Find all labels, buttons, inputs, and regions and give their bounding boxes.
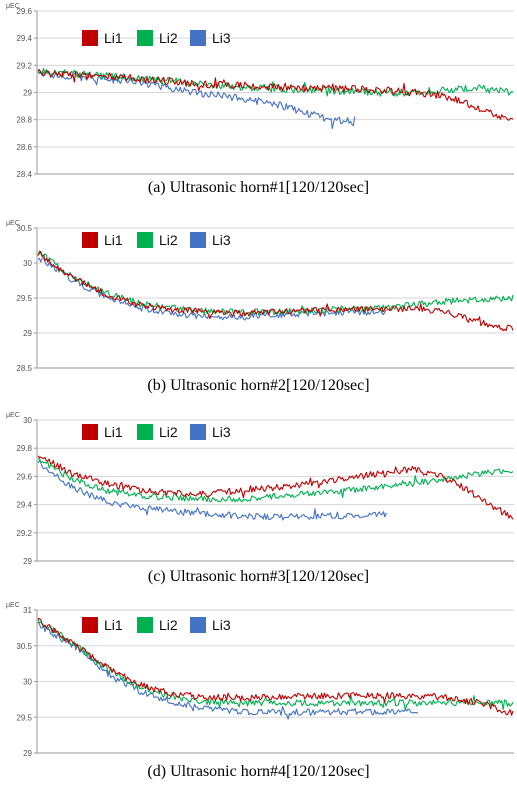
legend-swatch-d-li1 — [82, 617, 98, 633]
unit-label-d: μEC — [6, 602, 20, 609]
ytick-label-a-5: 29.4 — [16, 34, 32, 43]
legend-swatch-d-li3 — [190, 617, 206, 633]
series-line-c-li3 — [37, 459, 387, 521]
legend-label-c-li2: Li2 — [159, 424, 178, 440]
legend-label-c-li3: Li3 — [212, 424, 231, 440]
legend-label-c-li1: Li1 — [104, 424, 123, 440]
ytick-label-d-4: 31 — [23, 606, 32, 615]
ytick-label-d-3: 30.5 — [16, 642, 32, 651]
chart-caption-c: (c) Ultrasonic horn#3[120/120sec] — [147, 568, 370, 585]
chart-c: μEC 29 29.2 29.4 29.6 29.8 30 Li1 Li2 Li3 — [6, 412, 514, 566]
ytick-label-c-3: 29.6 — [16, 472, 32, 481]
ytick-label-a-2: 28.8 — [16, 116, 32, 125]
chart-caption-d: (d) Ultrasonic horn#4[120/120sec] — [147, 763, 370, 780]
ytick-label-c-4: 29.8 — [16, 444, 32, 453]
chart-panel-b: μEC 28.5 29 29.5 30 30.5 Li1 Li2 Li3 (b) Ultraso… — [0, 200, 517, 397]
series-line-c-li2 — [37, 457, 514, 503]
legend-swatch-a-li3 — [190, 30, 206, 46]
ytick-label-b-0: 28.5 — [16, 364, 32, 373]
legend-label-b-li1: Li1 — [104, 232, 123, 248]
legend-label-d-li2: Li2 — [159, 617, 178, 633]
ytick-label-b-4: 30.5 — [16, 224, 32, 233]
chart-panel-d: μEC 29 29.5 30 30.5 31 Li1 Li2 Li3 (d) Ultrasoni… — [0, 591, 517, 787]
ytick-label-a-6: 29.6 — [16, 7, 32, 16]
legend-swatch-b-li3 — [190, 232, 206, 248]
ytick-label-d-1: 29.5 — [16, 713, 32, 722]
chart-a: μEC 28.4 28.6 28.8 29 29.2 29.4 29.6 Li1 Li2 Li3 — [6, 3, 514, 179]
series-line-b-li1 — [37, 250, 514, 332]
ytick-label-a-0: 28.4 — [16, 170, 32, 179]
ytick-label-c-0: 29 — [23, 557, 32, 566]
chart-caption-b: (b) Ultrasonic horn#2[120/120sec] — [147, 377, 370, 394]
ytick-label-c-1: 29.2 — [16, 529, 32, 538]
ytick-label-c-2: 29.4 — [16, 501, 32, 510]
legend-swatch-d-li2 — [137, 617, 153, 633]
ytick-label-a-3: 29 — [23, 89, 32, 98]
legend-label-b-li2: Li2 — [159, 232, 178, 248]
legend-label-a-li2: Li2 — [159, 30, 178, 46]
ytick-label-c-5: 30 — [23, 416, 32, 425]
legend-swatch-c-li3 — [190, 424, 206, 440]
legend-label-b-li3: Li3 — [212, 232, 231, 248]
ytick-label-d-2: 30 — [23, 678, 32, 687]
legend-swatch-c-li2 — [137, 424, 153, 440]
ytick-label-a-4: 29.2 — [16, 61, 32, 70]
legend-label-a-li1: Li1 — [104, 30, 123, 46]
series-line-d-li2 — [37, 618, 514, 711]
series-line-d-li1 — [37, 617, 514, 716]
chart-caption-a: (a) Ultrasonic horn#1[120/120sec] — [147, 179, 370, 196]
legend-label-d-li3: Li3 — [212, 617, 231, 633]
legend-swatch-c-li1 — [82, 424, 98, 440]
chart-panel-c: μEC 29 29.2 29.4 29.6 29.8 30 Li1 Li2 Li3 (c) Ult… — [0, 398, 517, 591]
ytick-label-b-2: 29.5 — [16, 294, 32, 303]
ytick-label-b-1: 29 — [23, 329, 32, 338]
legend-label-a-li3: Li3 — [212, 30, 231, 46]
legend-swatch-a-li1 — [82, 30, 98, 46]
chart-panel-a: μEC 28.4 28.6 28.8 29 29.2 29.4 29.6 Li1 Li2 Li3 (… — [0, 0, 517, 199]
chart-b: μEC 28.5 29 29.5 30 30.5 Li1 Li2 Li3 — [6, 220, 514, 373]
legend-swatch-b-li2 — [137, 232, 153, 248]
legend-swatch-a-li2 — [137, 30, 153, 46]
series-line-b-li2 — [37, 250, 514, 316]
chart-d: μEC 29 29.5 30 30.5 31 Li1 Li2 Li3 — [6, 602, 514, 758]
unit-label-c: μEC — [6, 412, 20, 419]
series-line-c-li1 — [37, 455, 514, 520]
series-line-a-li1 — [37, 69, 514, 121]
unit-label-b: μEC — [6, 220, 20, 227]
ytick-label-b-3: 30 — [23, 259, 32, 268]
legend-swatch-b-li1 — [82, 232, 98, 248]
ytick-label-a-1: 28.6 — [16, 143, 32, 152]
ytick-label-d-0: 29 — [23, 749, 32, 758]
unit-label-a: μEC — [6, 3, 20, 10]
legend-label-d-li1: Li1 — [104, 617, 123, 633]
